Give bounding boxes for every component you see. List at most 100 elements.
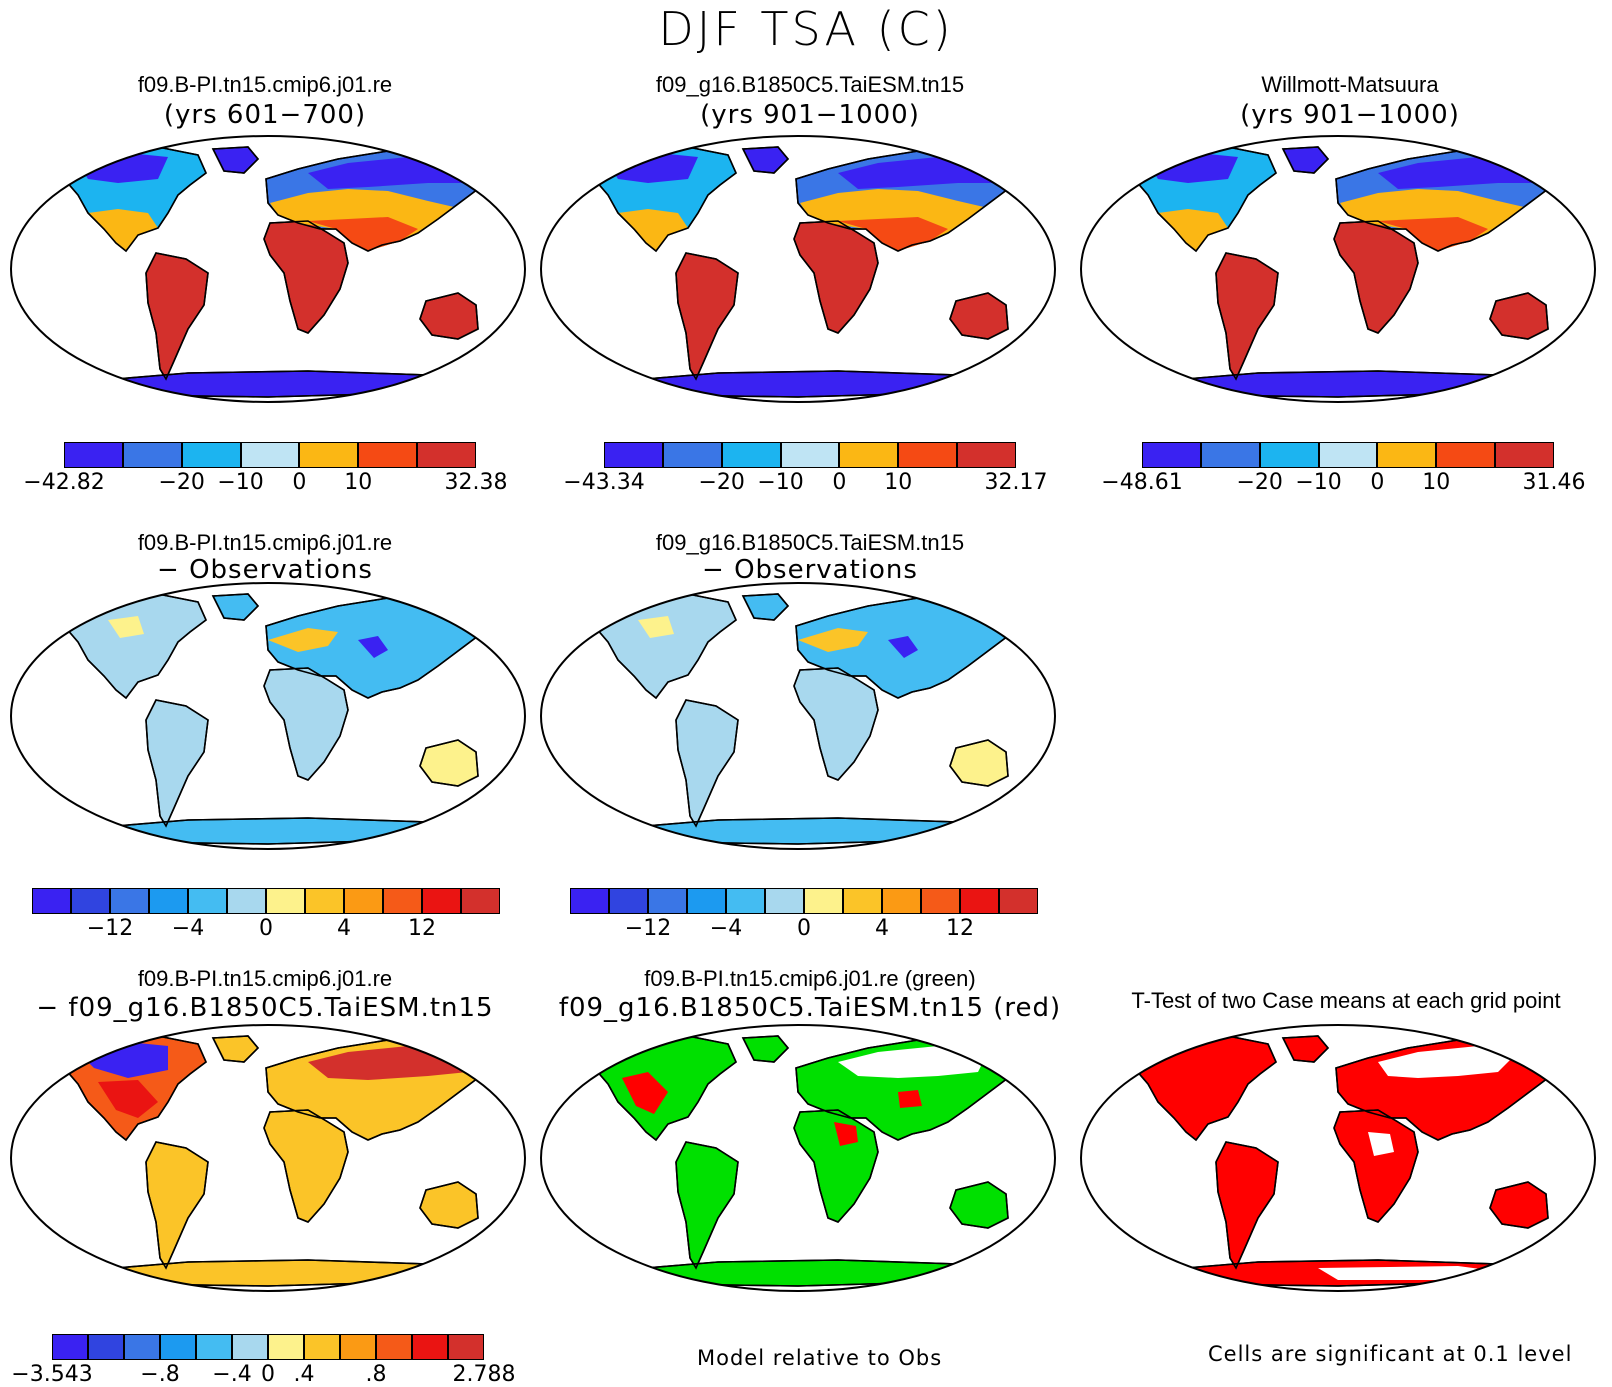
panel-7-subtitle: f09_g16.B1850C5.TaiESM.tn15 (red) <box>558 993 1062 1023</box>
field-patch <box>1148 153 1238 183</box>
colorbar-tick-label: −10 <box>1295 470 1342 495</box>
coastline-southAmerica <box>1215 1141 1279 1270</box>
colorbar-panel-1: −42.82 −20 −10 0 10 32.38 <box>23 442 507 495</box>
colorbar-tick-label: 0 <box>259 916 273 941</box>
landmass-northAmerica <box>595 1035 737 1142</box>
coastline-northAmerica <box>65 146 207 253</box>
coastline-southAmerica <box>675 699 739 828</box>
colorbar-swatch <box>1200 442 1260 468</box>
field-patch <box>618 209 688 251</box>
colorbar-swatch <box>340 1334 376 1360</box>
coastline-africa <box>793 1109 879 1223</box>
field-patch <box>838 1046 988 1078</box>
coastline-greenland <box>1281 146 1330 174</box>
coastline-greenland <box>211 1035 260 1063</box>
colorbar-swatch <box>268 1334 304 1360</box>
colorbar-swatch <box>957 442 1016 468</box>
colorbar-tick-label: −12 <box>624 916 672 941</box>
colorbar-swatch <box>1318 442 1378 468</box>
colorbar-tick-label: −48.61 <box>1101 470 1183 495</box>
colorbar-swatch <box>726 888 765 914</box>
colorbar-swatch <box>88 1334 124 1360</box>
map-border <box>540 582 1056 850</box>
colorbar-swatch <box>921 888 960 914</box>
field-patch <box>1378 1046 1518 1078</box>
colorbar-tick-label: 10 <box>1422 470 1451 495</box>
coastline-northAmerica <box>595 593 737 700</box>
panel-1-subtitle: (yrs 601−700) <box>163 100 367 130</box>
colorbar-swatch <box>1377 442 1437 468</box>
colorbar-tick-label: −20 <box>1236 470 1283 495</box>
colorbar-swatch <box>196 1334 232 1360</box>
colorbar-swatch <box>227 888 266 914</box>
colorbar-swatch <box>882 888 921 914</box>
coastline-greenland <box>1281 1035 1330 1063</box>
coastline-australia <box>949 292 1009 340</box>
colorbar-swatch <box>461 888 500 914</box>
coastline-africa <box>263 667 349 781</box>
map-border <box>10 1024 526 1292</box>
colorbar-swatch <box>570 888 609 914</box>
coastline-northAmerica <box>595 1035 737 1142</box>
map-border <box>540 1024 1056 1292</box>
colorbar-tick-label: 32.38 <box>444 470 508 495</box>
colorbar-panel-6: −3.543 −.8 −.4 0 .4 .8 2.788 <box>11 1334 515 1387</box>
colorbar-swatch <box>1436 442 1496 468</box>
colorbar-swatch <box>110 888 149 914</box>
colorbar-tick-label: 4 <box>875 916 889 941</box>
colorbar-tick-label: 0 <box>292 470 307 495</box>
colorbar-swatch <box>804 888 843 914</box>
landmass-southAmerica <box>675 1141 739 1270</box>
colorbar-swatch <box>181 442 241 468</box>
panel-4-subtitle: − Observations <box>157 555 373 585</box>
coastline-northAmerica <box>1135 146 1277 253</box>
map-border <box>1080 135 1596 403</box>
colorbar-swatch <box>609 888 648 914</box>
colorbar-swatch <box>64 442 123 468</box>
panel-6-subtitle: − f09_g16.B1850C5.TaiESM.tn15 <box>36 993 494 1023</box>
colorbar-swatch <box>648 888 687 914</box>
field-patch <box>1368 1132 1394 1156</box>
colorbar-tick-label: −12 <box>86 916 134 941</box>
coastline-southAmerica <box>675 1141 739 1270</box>
coastline-australia <box>949 739 1009 787</box>
colorbar-tick-label: 0 <box>1370 470 1385 495</box>
colorbar-tick-label: 4 <box>337 916 351 941</box>
colorbar-swatch <box>299 442 359 468</box>
colorbar-swatch <box>898 442 958 468</box>
colorbar-swatch <box>344 888 383 914</box>
colorbar-tick-label: 0 <box>797 916 811 941</box>
colorbar-swatch <box>32 888 71 914</box>
panel-5-title: f09_g16.B1850C5.TaiESM.tn15 <box>655 530 965 555</box>
colorbar-tick-label: −3.543 <box>11 1362 93 1387</box>
coastline-africa <box>793 667 879 781</box>
coastline-australia <box>1489 292 1549 340</box>
colorbar-tick-label: 0 <box>832 470 847 495</box>
landmass-southAmerica <box>675 252 739 381</box>
colorbar-tick-label: 10 <box>884 470 913 495</box>
colorbar-swatch <box>448 1334 484 1360</box>
coastline-australia <box>419 292 479 340</box>
field-patch <box>78 153 168 183</box>
colorbar-tick-label: −42.82 <box>23 470 105 495</box>
colorbar-tick-label: 10 <box>344 470 373 495</box>
map-panel-2 <box>540 135 1056 403</box>
colorbar-swatch <box>422 888 461 914</box>
field-patch <box>108 616 144 638</box>
coastline-africa <box>263 220 349 334</box>
field-patch <box>638 616 674 638</box>
colorbar-swatch <box>780 442 840 468</box>
landmass-southAmerica <box>145 699 209 828</box>
field-patch <box>358 636 388 658</box>
map-panel-7 <box>540 1024 1056 1292</box>
colorbar-swatch <box>960 888 999 914</box>
colorbar-panel-3: −48.61 −20 −10 0 10 31.46 <box>1101 442 1585 495</box>
panel-3-subtitle: (yrs 901−1000) <box>1240 100 1460 130</box>
colorbar-swatch <box>266 888 305 914</box>
colorbar-swatch <box>71 888 110 914</box>
field-patch <box>834 1122 858 1146</box>
coastline-southAmerica <box>145 252 209 381</box>
colorbar-swatch <box>122 442 182 468</box>
colorbar-tick-label: 0 <box>261 1362 275 1387</box>
colorbar-tick-label: .4 <box>293 1362 315 1387</box>
